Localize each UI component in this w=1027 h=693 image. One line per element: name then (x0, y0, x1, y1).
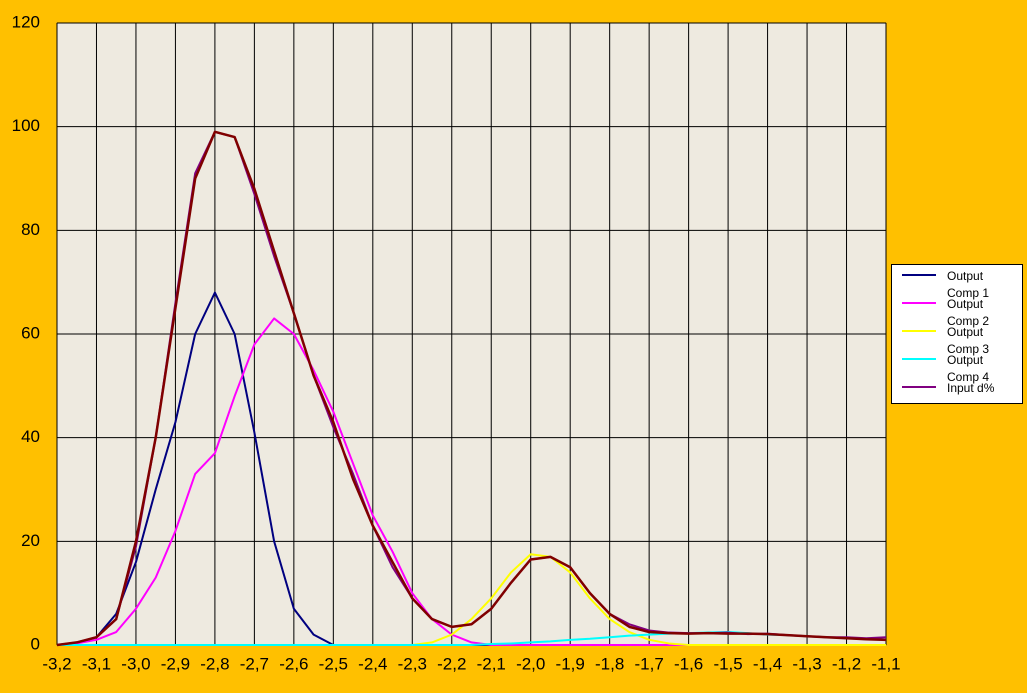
x-tick-label: -1,9 (556, 654, 585, 673)
legend-entry: Input d% (892, 381, 1022, 409)
legend-label: Input d% (947, 381, 995, 395)
x-tick-label: -1,8 (595, 654, 624, 673)
x-tick-label: -2,5 (319, 654, 348, 673)
legend-swatch (902, 302, 936, 304)
x-tick-label: -3,0 (121, 654, 150, 673)
legend-entry: Output Comp 4 (892, 353, 1022, 384)
x-tick-label: -1,6 (674, 654, 703, 673)
x-tick-label: -2,8 (200, 654, 229, 673)
legend-swatch (902, 358, 936, 360)
x-tick-label: -2,3 (398, 654, 427, 673)
y-tick-label: 20 (21, 531, 40, 550)
x-tick-label: -2,0 (516, 654, 545, 673)
x-tick-label: -2,6 (279, 654, 308, 673)
legend-entry: Output Comp 3 (892, 325, 1022, 356)
x-tick-label: -2,9 (161, 654, 190, 673)
x-tick-label: -2,7 (240, 654, 269, 673)
y-tick-label: 0 (31, 634, 40, 653)
legend-swatch (902, 274, 936, 276)
y-tick-label: 60 (21, 323, 40, 342)
legend-label: Output Comp 3 (947, 325, 990, 356)
x-tick-label: -1,3 (792, 654, 821, 673)
legend-entry: Output Comp 2 (892, 297, 1022, 328)
y-tick-label: 40 (21, 427, 40, 446)
x-tick-label: -1,1 (871, 654, 900, 673)
y-tick-label: 120 (12, 12, 40, 31)
x-tick-label: -2,2 (437, 654, 466, 673)
x-tick-label: -3,1 (82, 654, 111, 673)
x-tick-label: -1,5 (713, 654, 742, 673)
x-tick-label: -1,4 (753, 654, 782, 673)
series-line (56, 130, 887, 647)
legend-swatch (902, 330, 936, 332)
x-tick-label: -2,4 (358, 654, 387, 673)
legend-label: Output Comp 2 (947, 297, 990, 328)
legend-label: Output Comp 4 (947, 353, 990, 384)
legend-label: Output Comp 1 (947, 269, 990, 300)
legend-swatch (902, 386, 936, 388)
x-tick-label: -1,7 (634, 654, 663, 673)
x-tick-label: -1,2 (832, 654, 861, 673)
x-tick-label: -2,1 (477, 654, 506, 673)
legend-entry: Output Comp 1 (892, 269, 1022, 300)
x-tick-label: -3,2 (42, 654, 71, 673)
y-tick-label: 100 (12, 116, 40, 135)
y-tick-label: 80 (21, 220, 40, 239)
